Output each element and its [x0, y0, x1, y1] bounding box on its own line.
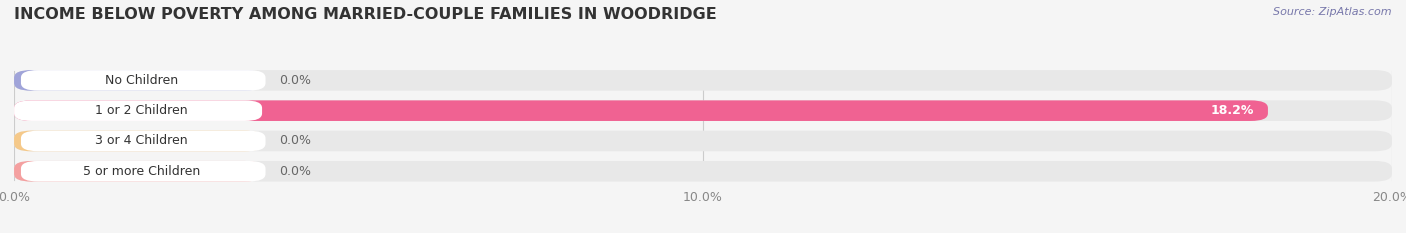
- Text: 18.2%: 18.2%: [1211, 104, 1254, 117]
- FancyBboxPatch shape: [21, 70, 266, 91]
- Text: 3 or 4 Children: 3 or 4 Children: [96, 134, 188, 147]
- FancyBboxPatch shape: [14, 70, 262, 91]
- Text: 0.0%: 0.0%: [280, 74, 311, 87]
- Text: 1 or 2 Children: 1 or 2 Children: [96, 104, 188, 117]
- FancyBboxPatch shape: [21, 161, 266, 182]
- FancyBboxPatch shape: [14, 161, 262, 182]
- Text: 5 or more Children: 5 or more Children: [83, 165, 200, 178]
- FancyBboxPatch shape: [21, 131, 266, 151]
- FancyBboxPatch shape: [14, 70, 1392, 91]
- Text: 0.0%: 0.0%: [280, 134, 311, 147]
- FancyBboxPatch shape: [14, 100, 1392, 121]
- Text: Source: ZipAtlas.com: Source: ZipAtlas.com: [1274, 7, 1392, 17]
- Text: 0.0%: 0.0%: [280, 165, 311, 178]
- Text: INCOME BELOW POVERTY AMONG MARRIED-COUPLE FAMILIES IN WOODRIDGE: INCOME BELOW POVERTY AMONG MARRIED-COUPL…: [14, 7, 717, 22]
- FancyBboxPatch shape: [14, 131, 1392, 151]
- FancyBboxPatch shape: [14, 161, 1392, 182]
- FancyBboxPatch shape: [14, 131, 262, 151]
- Text: No Children: No Children: [105, 74, 179, 87]
- FancyBboxPatch shape: [14, 100, 1268, 121]
- FancyBboxPatch shape: [14, 100, 262, 121]
